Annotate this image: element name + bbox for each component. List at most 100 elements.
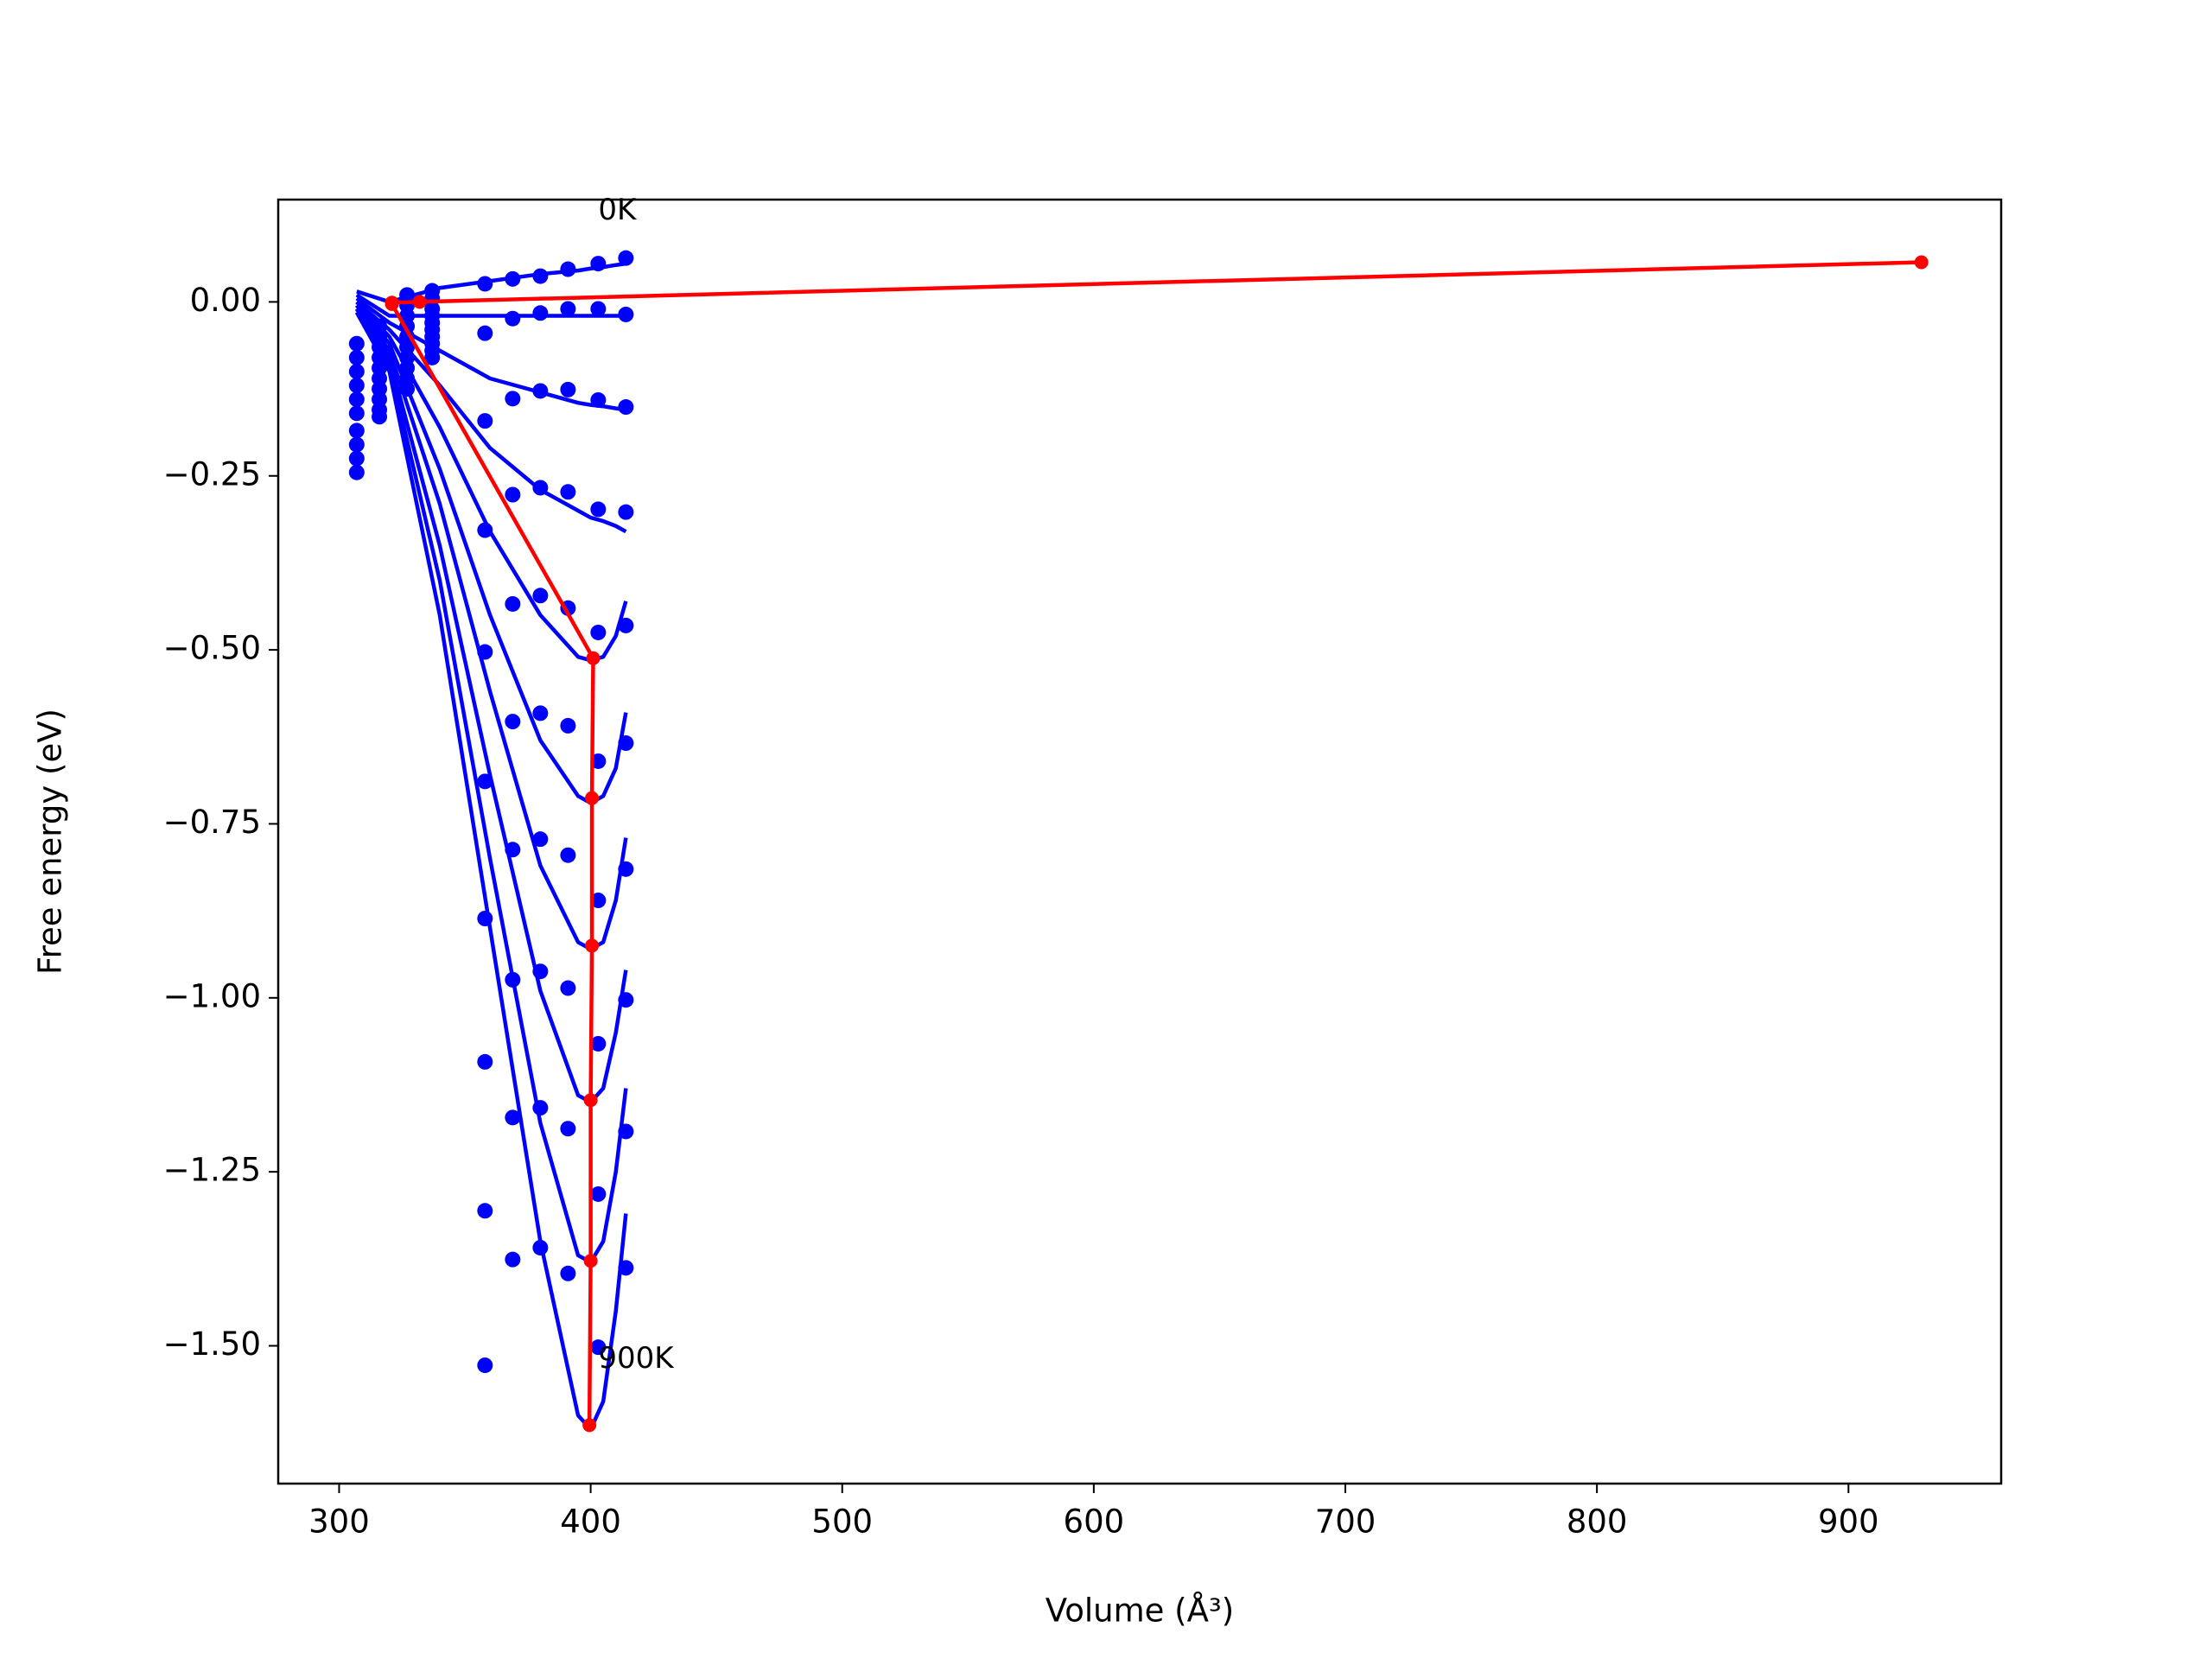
- data-point: [348, 423, 365, 439]
- data-point: [348, 436, 365, 453]
- data-point: [505, 270, 521, 287]
- data-point: [590, 753, 607, 769]
- data-point: [532, 1239, 549, 1255]
- data-point: [505, 391, 521, 407]
- data-point: [618, 861, 634, 877]
- data-point: [477, 1357, 493, 1374]
- minimum-point: [583, 1093, 598, 1108]
- data-point: [560, 301, 576, 317]
- data-point: [532, 383, 549, 399]
- data-point: [532, 1100, 549, 1116]
- data-point: [477, 276, 493, 292]
- y-tick-label: −1.25: [163, 1152, 261, 1189]
- data-point: [477, 413, 493, 429]
- data-point: [505, 842, 521, 858]
- data-point: [505, 595, 521, 612]
- data-point: [505, 310, 521, 327]
- data-point: [477, 644, 493, 660]
- fit-curve: [354, 308, 628, 1104]
- y-tick-label: −0.25: [163, 455, 261, 493]
- data-point: [590, 501, 607, 518]
- y-tick-label: −0.50: [163, 630, 261, 667]
- data-point: [505, 1251, 521, 1268]
- x-tick-label: 800: [1567, 1503, 1628, 1541]
- fit-curve: [355, 303, 628, 805]
- data-point: [477, 325, 493, 341]
- data-point: [590, 391, 607, 408]
- minimum-point: [586, 651, 601, 665]
- annotation: 0K: [598, 193, 638, 227]
- data-point: [399, 381, 416, 397]
- data-point: [532, 705, 549, 721]
- data-point: [590, 893, 607, 909]
- data-point: [348, 378, 365, 394]
- data-point: [348, 363, 365, 379]
- minimum-point: [385, 296, 399, 311]
- data-point: [477, 1203, 493, 1219]
- data-point: [618, 992, 634, 1008]
- minimum-point: [585, 791, 600, 805]
- data-point: [348, 405, 365, 422]
- plot-frame: [276, 198, 2003, 1485]
- data-point: [372, 409, 388, 425]
- data-point: [477, 910, 493, 926]
- data-point: [477, 1053, 493, 1070]
- data-point: [618, 1260, 634, 1276]
- y-tick-label: −0.75: [163, 804, 261, 841]
- minimum-point: [412, 295, 427, 309]
- data-point: [590, 1035, 607, 1052]
- minimum-point: [585, 938, 600, 953]
- x-axis-label: Volume (Å³): [1046, 1592, 1234, 1630]
- x-tick-label: 600: [1064, 1503, 1125, 1541]
- x-tick-label: 400: [560, 1503, 621, 1541]
- data-point: [560, 1265, 576, 1281]
- y-axis-label: Free energy (eV): [32, 709, 69, 975]
- minimum-point: [582, 1418, 597, 1433]
- data-point: [505, 1109, 521, 1126]
- data-point: [505, 971, 521, 988]
- y-tick-label: −1.00: [163, 977, 261, 1014]
- data-point: [505, 714, 521, 730]
- data-point: [532, 831, 549, 848]
- data-point: [348, 349, 365, 365]
- data-point: [560, 1121, 576, 1137]
- fit-curve: [355, 304, 628, 951]
- x-tick-label: 500: [811, 1503, 873, 1541]
- x-tick-label: 900: [1818, 1503, 1879, 1541]
- data-point: [532, 588, 549, 604]
- fit-curve: [355, 300, 628, 663]
- minimum-point: [583, 1254, 598, 1268]
- data-point: [348, 464, 365, 480]
- data-point: [348, 391, 365, 408]
- data-point: [590, 301, 607, 317]
- data-point: [618, 1123, 634, 1140]
- minimum-point: [1914, 255, 1929, 270]
- annotation: 900K: [598, 1341, 675, 1376]
- data-point: [532, 963, 549, 980]
- data-point: [424, 349, 441, 365]
- data-point: [618, 306, 634, 322]
- data-point: [348, 450, 365, 467]
- data-point: [618, 250, 634, 266]
- data-point: [560, 847, 576, 863]
- data-point: [505, 486, 521, 503]
- data-point: [618, 399, 634, 416]
- data-point: [560, 980, 576, 996]
- data-point: [477, 773, 493, 790]
- data-point: [560, 717, 576, 734]
- fit-curve: [354, 308, 628, 1265]
- data-point: [618, 735, 634, 752]
- x-tick-label: 700: [1315, 1503, 1376, 1541]
- data-point: [618, 617, 634, 633]
- data-point: [590, 1185, 607, 1202]
- data-point: [560, 381, 576, 397]
- data-point: [590, 624, 607, 640]
- fit-curve: [354, 311, 628, 1432]
- x-tick-label: 300: [308, 1503, 370, 1541]
- minima-line: [390, 260, 1922, 1426]
- data-point: [618, 504, 634, 520]
- data-point: [560, 261, 576, 277]
- data-point: [590, 1339, 607, 1356]
